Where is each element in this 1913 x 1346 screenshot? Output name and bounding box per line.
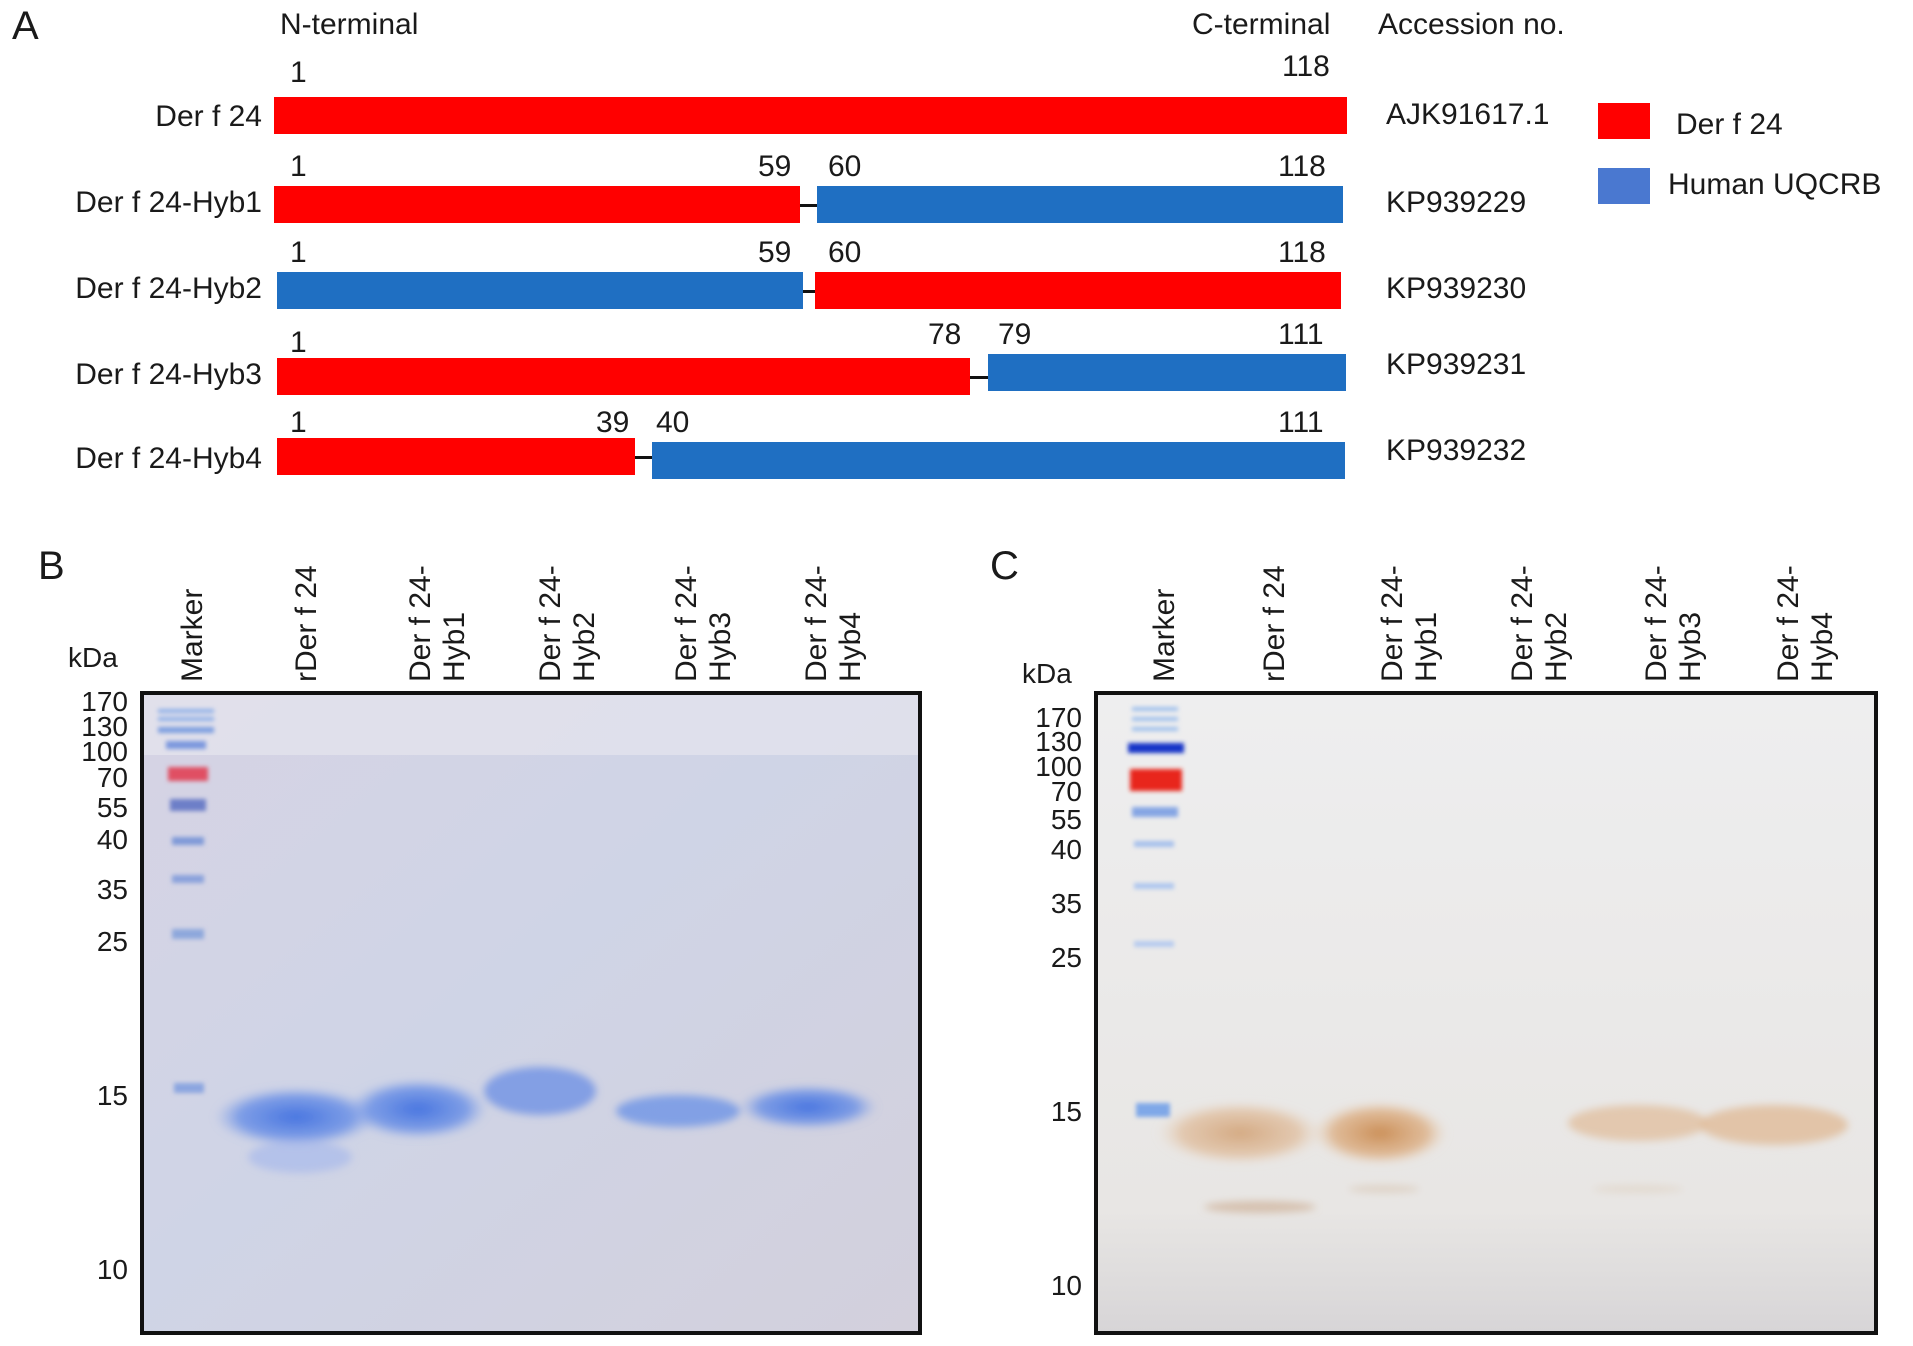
der-f-24-segment [274, 186, 800, 223]
n-terminal-label: N-terminal [280, 8, 419, 41]
residue-end: 111 [1278, 406, 1324, 439]
uqcrb-segment [652, 442, 1345, 479]
der-f-24-segment [277, 358, 970, 395]
panel-a-letter: A [12, 4, 39, 48]
der-f-24-segment [274, 97, 1347, 134]
lane-label-rderf24: rDer f 24 [1258, 565, 1291, 682]
linker [803, 290, 815, 293]
accession-number: KP939232 [1386, 434, 1527, 467]
lane-label-hyb3: Der f 24- Hyb3 [1640, 565, 1707, 682]
junction-right: 40 [656, 406, 690, 439]
legend-swatch-uqcrb [1598, 168, 1650, 204]
accession-header: Accession no. [1378, 8, 1565, 41]
residue-end: 111 [1278, 318, 1324, 351]
legend-swatch-der-f-24 [1598, 103, 1650, 139]
accession-number: AJK91617.1 [1386, 98, 1550, 131]
lane-label-hyb2: Der f 24- Hyb2 [1506, 565, 1573, 682]
construct-name: Der f 24-Hyb4 [75, 442, 262, 475]
mw-marker: 130 [81, 711, 128, 742]
mw-marker: 170 [1035, 702, 1082, 733]
mw-marker: 40 [1050, 834, 1082, 865]
der-f-24-segment [815, 272, 1341, 309]
residue-start: 1 [290, 326, 307, 359]
mw-marker: 130 [1035, 726, 1082, 757]
lane-label-hyb1: Der f 24- Hyb1 [1376, 565, 1443, 682]
kda-label: kDa [1022, 658, 1072, 689]
mw-marker: 100 [1035, 751, 1082, 782]
mw-marker: 70 [1050, 776, 1082, 807]
junction-left: 59 [758, 236, 792, 269]
lane-label-hyb3: Der f 24- Hyb3 [670, 565, 737, 682]
construct-name: Der f 24 [155, 100, 262, 133]
sds-page-gel [140, 691, 922, 1335]
mw-marker: 10 [1050, 1270, 1082, 1301]
residue-start: 1 [290, 236, 307, 269]
c-terminal-label: C-terminal [1192, 8, 1331, 41]
accession-number: KP939229 [1386, 186, 1527, 219]
mw-marker: 70 [96, 762, 128, 793]
panel-b-letter: B [38, 544, 65, 588]
lane-label-hyb4: Der f 24- Hyb4 [800, 565, 867, 682]
construct-name: Der f 24-Hyb1 [75, 186, 262, 219]
lane-label-hyb4: Der f 24- Hyb4 [1772, 565, 1839, 682]
residue-end: 118 [1278, 236, 1326, 269]
mw-marker: 100 [81, 736, 128, 767]
western-blot-membrane [1094, 691, 1878, 1335]
junction-right: 60 [828, 236, 862, 269]
mw-marker: 25 [96, 926, 128, 957]
junction-left: 59 [758, 150, 792, 183]
lane-label-rderf24: rDer f 24 [290, 565, 323, 682]
mw-marker: 15 [1050, 1096, 1082, 1127]
linker [800, 204, 817, 207]
linker [635, 456, 652, 459]
residue-start: 1 [290, 406, 307, 439]
uqcrb-segment [277, 272, 803, 309]
uqcrb-segment [988, 354, 1346, 391]
mw-marker: 25 [1050, 942, 1082, 973]
residue-end: 118 [1282, 50, 1330, 83]
kda-label: kDa [68, 642, 118, 673]
junction-left: 78 [928, 318, 962, 351]
mw-marker: 35 [1050, 888, 1082, 919]
accession-number: KP939231 [1386, 348, 1527, 381]
linker [970, 376, 988, 379]
uqcrb-segment [817, 186, 1343, 223]
lane-label-hyb1: Der f 24- Hyb1 [404, 565, 471, 682]
mw-marker: 55 [96, 792, 128, 823]
junction-left: 39 [596, 406, 630, 439]
mw-marker: 35 [96, 874, 128, 905]
legend-label: Human UQCRB [1668, 168, 1882, 201]
lane-label-marker: Marker [1148, 588, 1181, 682]
mw-marker: 10 [96, 1254, 128, 1285]
construct-name: Der f 24-Hyb3 [75, 358, 262, 391]
construct-name: Der f 24-Hyb2 [75, 272, 262, 305]
junction-right: 60 [828, 150, 862, 183]
mw-marker: 55 [1050, 804, 1082, 835]
residue-start: 1 [290, 56, 307, 89]
junction-right: 79 [998, 318, 1032, 351]
mw-marker: 15 [96, 1080, 128, 1111]
legend-label: Der f 24 [1676, 108, 1783, 141]
panel-c-letter: C [990, 544, 1019, 588]
mw-marker: 170 [81, 686, 128, 717]
accession-number: KP939230 [1386, 272, 1527, 305]
residue-start: 1 [290, 150, 307, 183]
lane-label-marker: Marker [176, 588, 209, 682]
lane-label-hyb2: Der f 24- Hyb2 [534, 565, 601, 682]
der-f-24-segment [277, 438, 635, 475]
residue-end: 118 [1278, 150, 1326, 183]
mw-marker: 40 [96, 824, 128, 855]
